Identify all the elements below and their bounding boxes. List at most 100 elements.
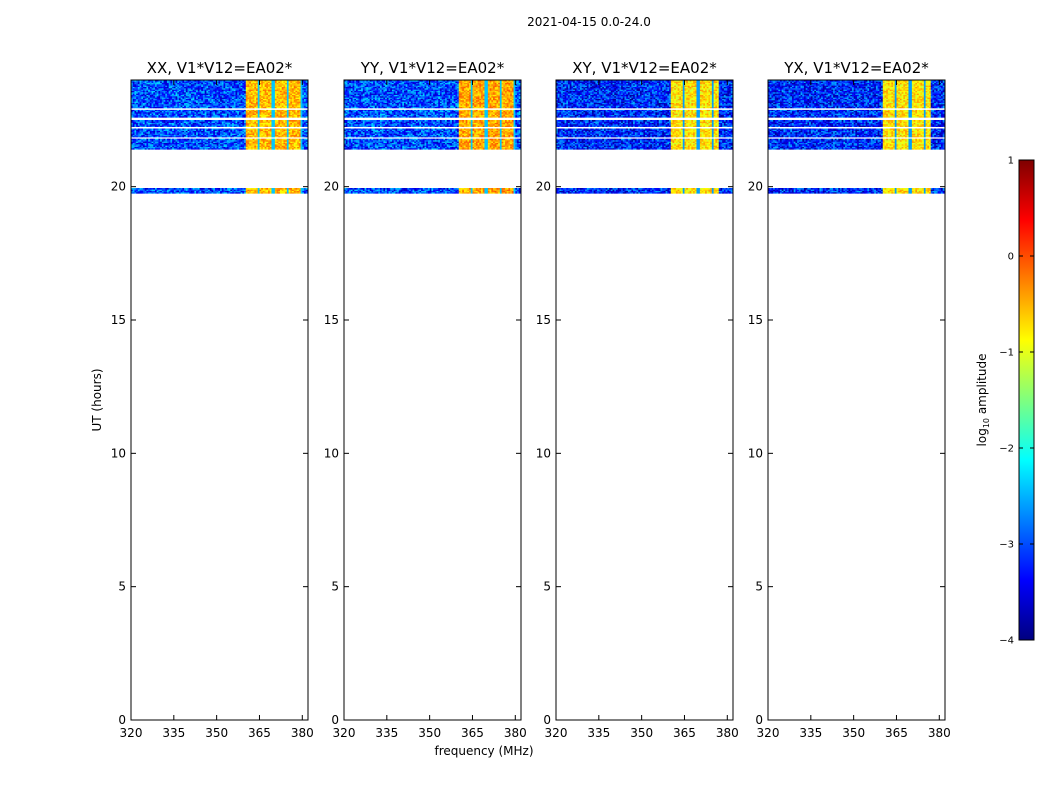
heatmap-cell xyxy=(142,114,145,117)
heatmap-cell xyxy=(232,102,235,105)
heatmap-cell xyxy=(163,125,166,127)
heatmap-cell xyxy=(244,96,247,98)
heatmap-cell xyxy=(249,85,252,87)
heatmap-cell xyxy=(161,112,164,114)
heatmap-cell xyxy=(257,106,260,109)
heatmap-cell xyxy=(261,97,264,99)
heatmap-cell xyxy=(154,80,157,82)
heatmap-cell xyxy=(261,101,264,103)
heatmap-cell xyxy=(137,138,140,141)
heatmap-cell xyxy=(136,85,139,87)
heatmap-cell xyxy=(194,113,197,115)
heatmap-cell xyxy=(288,98,291,101)
heatmap-cell xyxy=(213,112,216,114)
heatmap-cell xyxy=(178,88,181,90)
heatmap-cell xyxy=(185,101,188,103)
heatmap-cell xyxy=(218,141,221,143)
heatmap-cell xyxy=(209,101,212,103)
heatmap-cell xyxy=(170,124,173,126)
heatmap-cell xyxy=(158,82,161,85)
heatmap-cell xyxy=(196,85,199,87)
heatmap-cell xyxy=(226,136,229,138)
heatmap-cell xyxy=(208,81,211,83)
heatmap-cell xyxy=(295,140,298,142)
heatmap-cell xyxy=(274,134,277,137)
heatmap-cell xyxy=(247,97,250,99)
heatmap-cell xyxy=(228,93,231,95)
heatmap-cell xyxy=(257,104,260,106)
heatmap-cell xyxy=(161,85,164,87)
heatmap-cell xyxy=(149,96,152,98)
heatmap-cell xyxy=(228,110,231,113)
heatmap-cell xyxy=(268,105,271,107)
heatmap-cell xyxy=(175,146,178,149)
heatmap-cell xyxy=(201,96,204,98)
heatmap-cell xyxy=(148,93,151,95)
heatmap-cell xyxy=(225,141,228,143)
heatmap-cell xyxy=(142,90,145,93)
heatmap-cell xyxy=(281,133,284,135)
heatmap-cell xyxy=(154,138,157,141)
heatmap-cell xyxy=(226,148,229,150)
heatmap-cell xyxy=(163,141,166,143)
heatmap-cell xyxy=(300,98,303,101)
heatmap-cell xyxy=(278,82,281,85)
heatmap-cell xyxy=(163,130,166,133)
heatmap-cell xyxy=(175,101,178,103)
heatmap-cell xyxy=(240,132,243,134)
heatmap-cell xyxy=(264,132,267,134)
heatmap-cell xyxy=(134,88,137,90)
heatmap-cell xyxy=(168,114,171,117)
heatmap-cell xyxy=(225,104,228,106)
heatmap-cell xyxy=(283,148,286,150)
heatmap-cell xyxy=(280,144,283,146)
heatmap-cell xyxy=(238,120,241,122)
heatmap-cell xyxy=(170,94,173,97)
heatmap-cell xyxy=(293,92,296,94)
heatmap-cell xyxy=(223,116,226,118)
heatmap-cell xyxy=(262,86,265,89)
heatmap-cell xyxy=(180,90,183,93)
heatmap-cell xyxy=(259,102,262,105)
heatmap-cell xyxy=(264,114,267,117)
heatmap-cell xyxy=(257,124,260,126)
heatmap-cell xyxy=(175,148,178,150)
heatmap-cell xyxy=(288,110,291,113)
heatmap-cell xyxy=(286,100,289,102)
heatmap-cell xyxy=(300,92,303,94)
heatmap-cell xyxy=(146,106,149,109)
heatmap-cell xyxy=(141,110,144,113)
heatmap-cell xyxy=(244,148,247,150)
heatmap-cell xyxy=(290,94,293,97)
heatmap-cell xyxy=(285,82,288,85)
heatmap-cell xyxy=(154,112,157,114)
heatmap-cell xyxy=(266,104,269,106)
heatmap-cell xyxy=(153,192,156,194)
heatmap-cell xyxy=(194,133,197,135)
heatmap-cell xyxy=(160,80,163,82)
heatmap-cell xyxy=(235,101,238,103)
heatmap-cell xyxy=(182,129,185,131)
heatmap-cell xyxy=(240,140,243,142)
heatmap-cell xyxy=(144,90,147,93)
heatmap-cell xyxy=(276,98,279,101)
heatmap-cell xyxy=(269,93,272,95)
heatmap-cell xyxy=(168,110,171,113)
heatmap-cell xyxy=(149,104,152,106)
heatmap-cell xyxy=(254,148,257,150)
heatmap-cell xyxy=(213,145,216,147)
heatmap-cell xyxy=(292,129,295,131)
heatmap-cell xyxy=(262,81,265,83)
heatmap-cell xyxy=(244,136,247,138)
heatmap-cell xyxy=(254,120,257,122)
heatmap-cell xyxy=(137,98,140,101)
heatmap-cell xyxy=(235,97,238,99)
heatmap-cell xyxy=(230,128,233,130)
heatmap-cell xyxy=(172,102,175,105)
heatmap-cell xyxy=(235,104,238,106)
heatmap-cell xyxy=(232,112,235,114)
heatmap-cell xyxy=(221,104,224,106)
heatmap-cell xyxy=(161,84,164,86)
heatmap-cell xyxy=(199,94,202,97)
heatmap-cell xyxy=(226,146,229,149)
